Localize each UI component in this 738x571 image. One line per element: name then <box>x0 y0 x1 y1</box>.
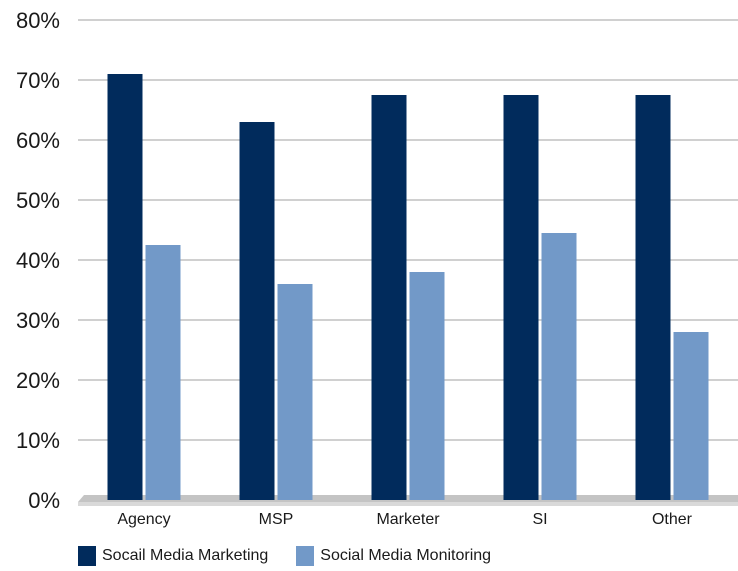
x-tick-label: Agency <box>117 511 170 528</box>
y-tick-label: 40% <box>16 248 60 273</box>
bar-monitoring-other <box>673 332 709 500</box>
bar-marketing-marketer <box>371 95 407 500</box>
bar-marketing-other <box>635 95 671 500</box>
gridlines <box>78 19 738 441</box>
x-tick-label: MSP <box>259 511 294 528</box>
y-tick-label: 30% <box>16 308 60 333</box>
x-tick-label: Other <box>652 511 693 528</box>
bar-marketing-agency <box>107 74 143 500</box>
legend-item-marketing: Socail Media Marketing <box>78 546 268 566</box>
legend-swatch-monitoring <box>296 546 315 566</box>
y-tick-label: 0% <box>28 488 60 513</box>
legend: Socail Media Marketing Social Media Moni… <box>78 546 519 566</box>
legend-label-marketing: Socail Media Marketing <box>102 547 269 564</box>
y-tick-label: 50% <box>16 188 60 213</box>
bar-monitoring-msp <box>277 284 313 500</box>
bar-marketing-msp <box>239 122 275 500</box>
legend-label-monitoring: Social Media Monitoring <box>320 547 492 564</box>
bar-marketing-si <box>503 95 539 500</box>
legend-swatch-marketing <box>78 546 96 566</box>
bars <box>107 74 709 500</box>
legend-item-monitoring: Social Media Monitoring <box>296 546 491 566</box>
bar-monitoring-agency <box>145 245 181 500</box>
x-tick-label: Marketer <box>376 511 440 528</box>
bar-monitoring-si <box>541 233 577 500</box>
bar-chart: 0% 10% 20% 30% 40% 50% 60% 70% 80% Agency MSP Mark… <box>16 8 738 528</box>
y-tick-label: 70% <box>16 68 60 93</box>
y-tick-label: 20% <box>16 368 60 393</box>
y-tick-label: 10% <box>16 428 60 453</box>
y-axis-ticks: 0% 10% 20% 30% 40% 50% 60% 70% 80% <box>16 8 60 513</box>
y-tick-label: 60% <box>16 128 60 153</box>
y-tick-label: 80% <box>16 8 60 33</box>
x-axis-ticks: Agency MSP Marketer SI Other <box>117 511 692 528</box>
x-tick-label: SI <box>532 511 547 528</box>
bar-monitoring-marketer <box>409 272 445 500</box>
